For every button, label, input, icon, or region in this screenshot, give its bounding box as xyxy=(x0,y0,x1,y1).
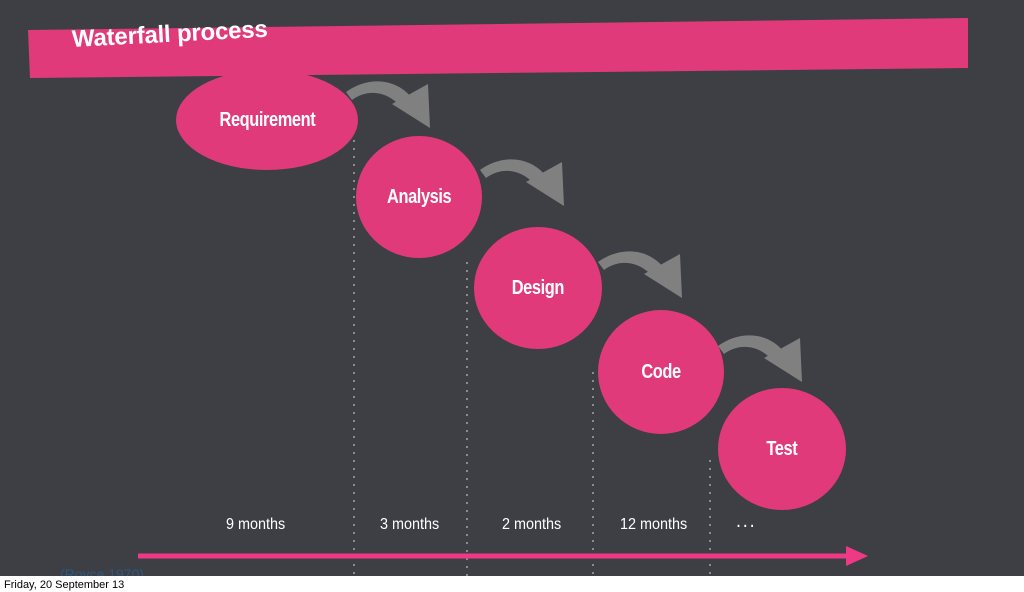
flow-arrow-3 xyxy=(598,251,682,298)
title-banner-background xyxy=(28,18,968,78)
stage-label: Analysis xyxy=(386,185,452,208)
stage-test: Test xyxy=(718,388,846,510)
stage-shape xyxy=(598,310,724,434)
flow-arrow-2 xyxy=(480,159,564,206)
stage-shape xyxy=(176,70,358,170)
flow-arrow-1 xyxy=(346,81,430,128)
stage-code: Code xyxy=(598,310,724,434)
duration-ellipsis: ... xyxy=(736,510,757,532)
duration-design: 2 months xyxy=(502,516,562,533)
stage-shape xyxy=(474,227,602,349)
stage-label: Requirement xyxy=(219,108,315,131)
stage-label: Test xyxy=(766,437,798,460)
duration-code: 12 months xyxy=(620,516,688,533)
stage-shape xyxy=(718,388,846,510)
stage-analysis: Analysis xyxy=(356,136,482,258)
stage-shape xyxy=(356,136,482,258)
stage-label: Design xyxy=(511,276,565,299)
timeline-arrow xyxy=(138,546,868,566)
stage-design: Design xyxy=(474,227,602,349)
slide: Waterfall process xyxy=(28,15,972,576)
title-banner: Waterfall process xyxy=(28,16,972,82)
diagram-lines xyxy=(138,81,868,576)
flow-arrow-4 xyxy=(718,335,802,382)
duration-analysis: 3 months xyxy=(380,516,440,533)
stage-label: Code xyxy=(641,360,681,383)
stage-requirement: Requirement xyxy=(176,70,358,170)
footer-date: Friday, 20 September 13 xyxy=(4,579,125,591)
citation: (Royce 1970) xyxy=(60,566,145,576)
footer-bar xyxy=(0,576,1024,592)
duration-requirement: 9 months xyxy=(226,516,286,533)
